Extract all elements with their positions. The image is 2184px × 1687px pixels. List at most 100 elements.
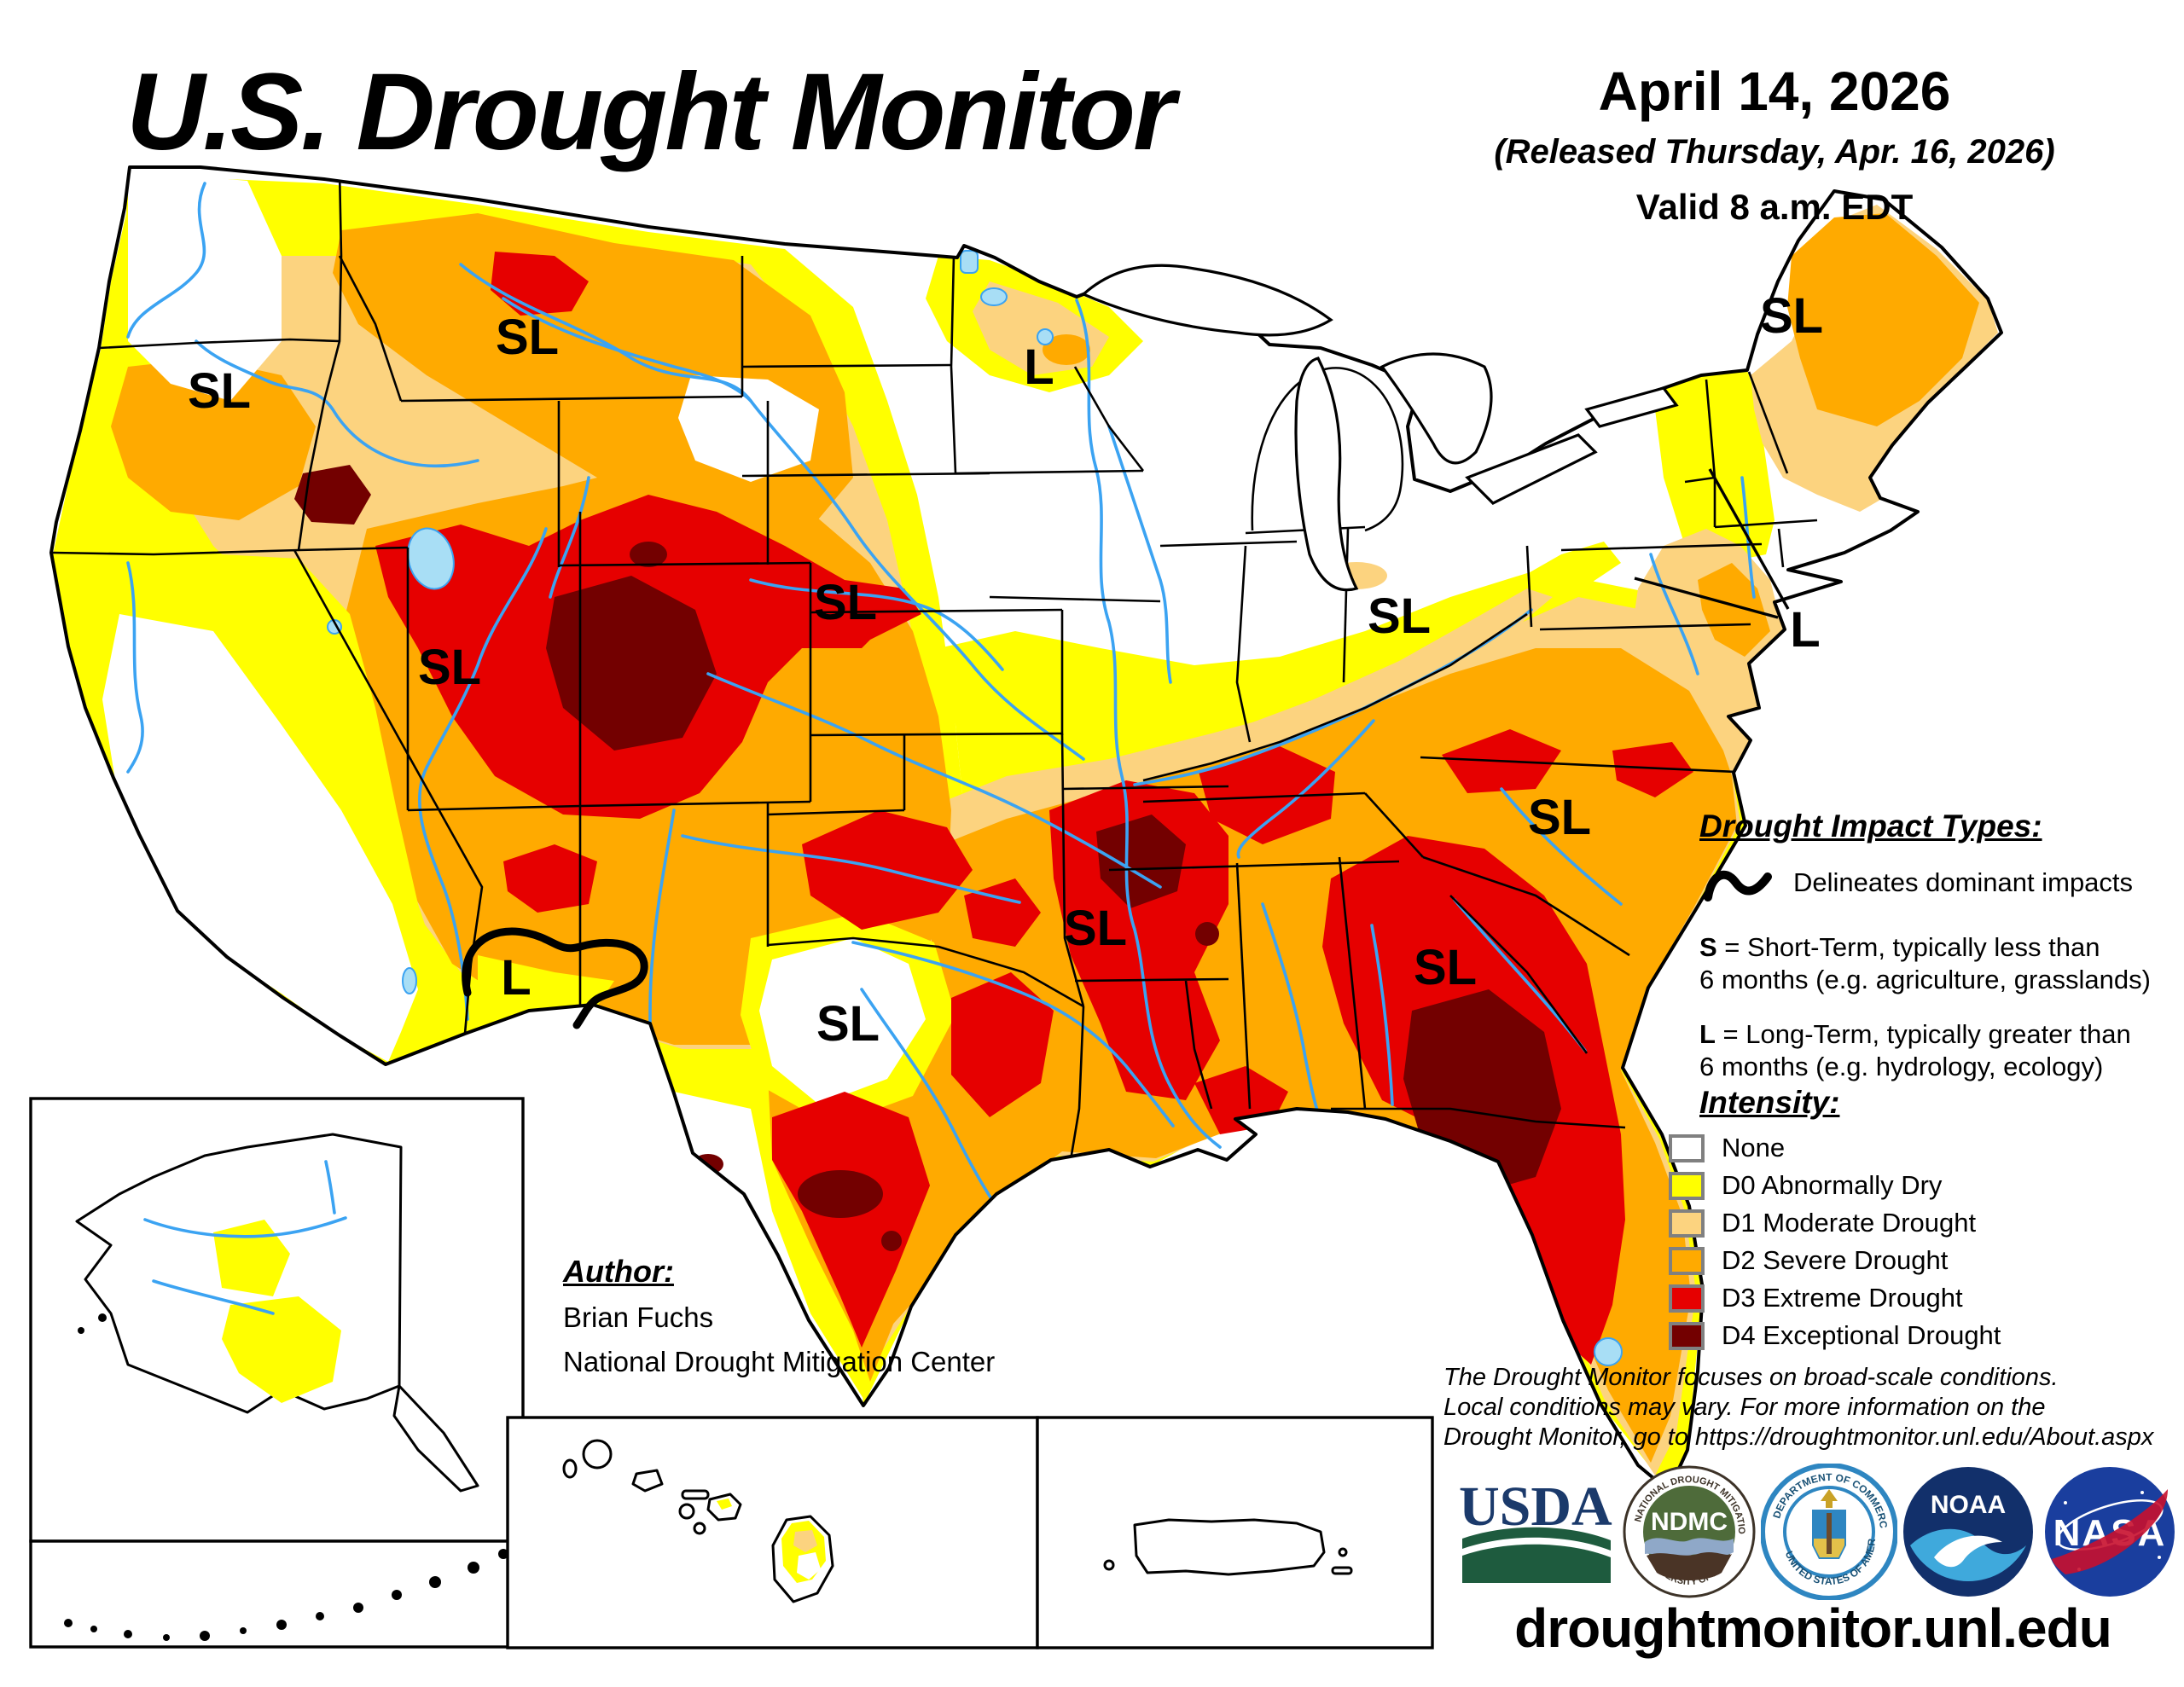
intensity-label: D3 Extreme Drought bbox=[1722, 1283, 1963, 1313]
author-name: Brian Fuchs bbox=[563, 1301, 714, 1333]
intensity-swatch-3 bbox=[1669, 1246, 1705, 1275]
impact-label-sl: SL bbox=[418, 640, 481, 695]
conus-coastline bbox=[49, 165, 2003, 1493]
puerto-rico-inset bbox=[1036, 1416, 1434, 1649]
ndmc-wordmark: NDMC bbox=[1651, 1508, 1728, 1536]
short-term-definition: S = Short-Term, typically less than 6 mo… bbox=[1699, 931, 2177, 996]
long-term-line2: 6 months (e.g. hydrology, ecology) bbox=[1699, 1052, 2104, 1081]
impact-types-heading: Drought Impact Types: bbox=[1699, 809, 2042, 844]
author-block: Author: Brian Fuchs National Drought Mit… bbox=[563, 1254, 995, 1378]
state-borders bbox=[52, 170, 1818, 1161]
noaa-logo: NOAA bbox=[1903, 1467, 2034, 1597]
alaska-panhandle bbox=[392, 1384, 479, 1493]
intensity-swatch-4 bbox=[1669, 1284, 1705, 1313]
d4-layer bbox=[294, 465, 1561, 1251]
date-block: April 14, 2026 (Released Thursday, Apr. … bbox=[1416, 60, 2133, 228]
intensity-rows: None D0 Abnormally Dry D1 Moderate Drought… bbox=[1669, 1129, 2146, 1354]
delineates-row: Delineates dominant impacts bbox=[1699, 856, 2177, 909]
delineates-label: Delineates dominant impacts bbox=[1793, 867, 2134, 897]
usda-logo: USDA bbox=[1459, 1475, 1612, 1583]
oahu bbox=[631, 1469, 664, 1493]
intensity-label: D0 Abnormally Dry bbox=[1722, 1170, 1943, 1200]
molokai bbox=[681, 1489, 710, 1500]
intensity-row: D0 Abnormally Dry bbox=[1669, 1167, 2146, 1204]
kahoolawe bbox=[693, 1522, 706, 1535]
nasa-logo: NASA bbox=[2045, 1467, 2175, 1597]
intensity-swatch-2 bbox=[1669, 1209, 1705, 1238]
impact-leader-northeast-2 bbox=[1634, 577, 1779, 619]
author-org: National Drought Mitigation Center bbox=[563, 1346, 996, 1377]
noaa-wordmark: NOAA bbox=[1931, 1491, 2006, 1519]
disclaimer-line1: The Drought Monitor focuses on broad-sca… bbox=[1443, 1364, 2059, 1391]
impact-label-sl: SL bbox=[1368, 588, 1431, 644]
nasa-swoosh-icon bbox=[2052, 1489, 2168, 1574]
great-lakes bbox=[1081, 264, 1679, 592]
long-term-line1: = Long-Term, typically greater than bbox=[1715, 1019, 2131, 1049]
puerto-rico bbox=[1133, 1518, 1326, 1576]
intensity-label: D4 Exceptional Drought bbox=[1722, 1320, 2001, 1350]
long-term-letter: L bbox=[1699, 1019, 1716, 1049]
vieques bbox=[1331, 1566, 1353, 1575]
intensity-swatch-1 bbox=[1669, 1171, 1705, 1200]
lake-erie bbox=[1465, 433, 1598, 505]
page-title: U.S. Drought Monitor bbox=[126, 51, 1176, 173]
intensity-row: D3 Extreme Drought bbox=[1669, 1279, 2146, 1317]
ndmc-logo: NATIONAL DROUGHT MITIGATION CENTER UNIVE… bbox=[1621, 1464, 1756, 1598]
intensity-swatch-0 bbox=[1669, 1133, 1705, 1162]
impact-label-sl: SL bbox=[1414, 940, 1477, 995]
culebra bbox=[1338, 1547, 1348, 1557]
impact-label-sl: SL bbox=[1064, 901, 1127, 956]
disclaimer-line2: Local conditions may vary. For more info… bbox=[1443, 1394, 2046, 1421]
impact-label-l: L bbox=[1024, 339, 1054, 395]
map-date: April 14, 2026 bbox=[1598, 61, 1951, 122]
lanai bbox=[678, 1503, 695, 1520]
impact-label-sl: SL bbox=[1528, 790, 1591, 845]
kauai bbox=[582, 1439, 613, 1470]
short-term-line2: 6 months (e.g. agriculture, grasslands) bbox=[1699, 965, 2151, 994]
disclaimer-line3: Drought Monitor, go to https://droughtmo… bbox=[1443, 1423, 2154, 1451]
intensity-row: D4 Exceptional Drought bbox=[1669, 1317, 2146, 1354]
intensity-row: D1 Moderate Drought bbox=[1669, 1204, 2146, 1242]
lake-michigan bbox=[1294, 357, 1359, 592]
none-and-restore-layer bbox=[102, 171, 956, 1126]
intensity-row: D2 Severe Drought bbox=[1669, 1242, 2146, 1279]
conus: SL SL L SL SL SL L SL SL SL SL L SL L bbox=[49, 165, 2003, 1652]
impact-label-sl: SL bbox=[816, 996, 880, 1052]
intensity-legend: Intensity: None D0 Abnormally Dry D1 Moder… bbox=[1669, 1085, 2146, 1354]
impact-label-l: L bbox=[501, 950, 531, 1006]
intensity-row: None bbox=[1669, 1129, 2146, 1167]
impact-label-sl: SL bbox=[814, 575, 877, 630]
hawaii-inset bbox=[506, 1416, 1039, 1649]
impact-labels: SL SL L SL SL SL L SL SL SL SL L SL L bbox=[188, 288, 1823, 1652]
impact-leader-northeast-1 bbox=[1708, 468, 1790, 610]
impact-label-sl: SL bbox=[496, 310, 559, 365]
short-term-line1: = Short-Term, typically less than bbox=[1716, 932, 2100, 962]
intensity-label: D1 Moderate Drought bbox=[1722, 1208, 1977, 1238]
lake-superior bbox=[1081, 264, 1333, 337]
valid-time: Valid 8 a.m. EDT bbox=[1635, 187, 1914, 227]
intensity-label: D2 Severe Drought bbox=[1722, 1245, 1949, 1275]
alaska-inset bbox=[29, 1097, 525, 1649]
impact-label-l: L bbox=[1790, 602, 1820, 658]
niihau bbox=[562, 1458, 578, 1479]
short-term-letter: S bbox=[1699, 932, 1717, 962]
impact-types-legend: Drought Impact Types: Delineates dominan… bbox=[1699, 809, 2177, 1083]
impact-line-southwest bbox=[462, 927, 648, 1029]
lake-huron bbox=[1380, 352, 1493, 465]
agency-logos: USDA NATIONAL DROUGHT MITIGATION CENTER … bbox=[1455, 1464, 2181, 1600]
impact-label-sl: SL bbox=[188, 363, 251, 419]
mona bbox=[1103, 1559, 1115, 1571]
disclaimer: The Drought Monitor focuses on broad-sca… bbox=[1443, 1363, 2153, 1452]
intensity-swatch-5 bbox=[1669, 1321, 1705, 1350]
intensity-heading: Intensity: bbox=[1699, 1085, 1840, 1120]
squiggle-icon bbox=[1704, 870, 1772, 901]
release-date: (Released Thursday, Apr. 16, 2026) bbox=[1494, 133, 2055, 171]
aleutian-islands bbox=[64, 1313, 508, 1641]
long-term-definition: L = Long-Term, typically greater than 6 … bbox=[1699, 1018, 2177, 1083]
intensity-label: None bbox=[1722, 1133, 1786, 1162]
impact-label-sl: SL bbox=[1760, 288, 1823, 344]
rivers bbox=[126, 182, 1756, 1204]
commerce-logo: DEPARTMENT OF COMMERCE UNITED STATES OF … bbox=[1760, 1464, 1897, 1600]
